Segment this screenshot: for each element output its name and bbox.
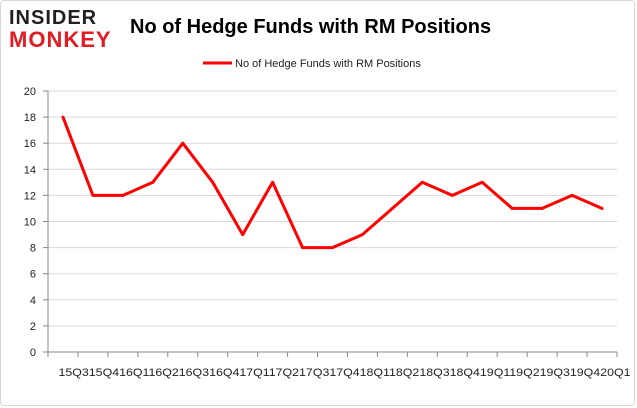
data-point — [181, 141, 185, 145]
y-tick-label: 10 — [24, 217, 36, 229]
logo-text-monkey: MONKEY — [9, 27, 112, 52]
y-tick-label: 20 — [24, 86, 36, 98]
y-tick-label: 0 — [30, 347, 36, 359]
data-point — [271, 180, 275, 184]
data-point — [360, 233, 364, 237]
data-point — [450, 193, 454, 197]
data-point — [331, 246, 334, 250]
y-tick-label: 16 — [24, 138, 36, 150]
data-point — [480, 180, 484, 184]
y-tick-label: 4 — [30, 295, 36, 307]
logo-text-insider: INSIDER — [9, 7, 98, 29]
series-line — [61, 116, 603, 250]
data-point — [61, 115, 65, 119]
y-tick-label: 8 — [30, 243, 36, 255]
chart-title: No of Hedge Funds with RM Positions — [130, 16, 492, 38]
data-point — [570, 193, 574, 197]
data-point — [600, 206, 604, 210]
legend-label: No of Hedge Funds with RM Positions — [235, 58, 421, 70]
y-tick-label: 2 — [30, 321, 36, 333]
data-point — [390, 206, 394, 210]
y-tick-label: 14 — [24, 164, 36, 176]
y-tick-label: 6 — [30, 269, 36, 281]
insider-monkey-logo: INSIDER MONKEY — [9, 7, 112, 53]
data-point — [420, 180, 424, 184]
y-tick-label: 12 — [24, 190, 36, 202]
x-tick-labels: 15Q315Q416Q116Q216Q316Q417Q117Q217Q317Q4… — [59, 367, 631, 379]
y-tick-label: 18 — [24, 112, 36, 124]
data-point — [121, 193, 125, 197]
data-point — [301, 246, 305, 250]
data-point — [241, 233, 245, 237]
data-point — [91, 193, 95, 197]
data-point — [151, 180, 155, 184]
data-point — [510, 206, 514, 210]
data-point — [540, 206, 544, 210]
data-point — [211, 180, 215, 184]
